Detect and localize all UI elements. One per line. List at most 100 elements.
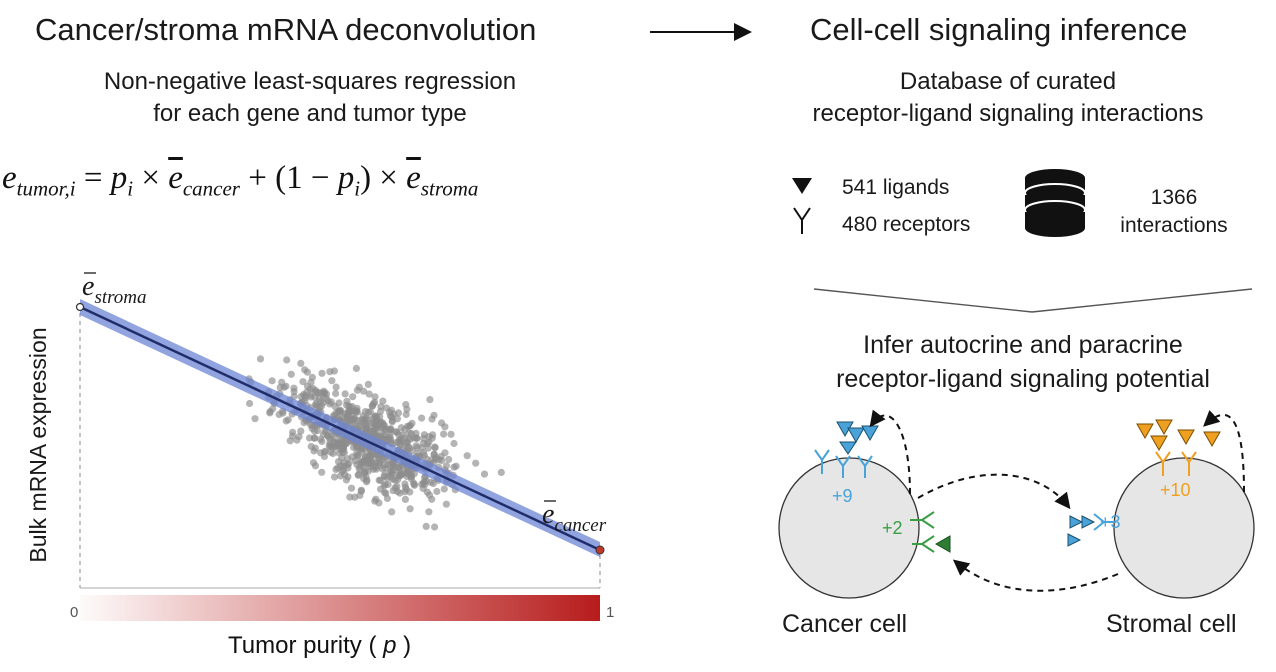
infer-line-2: receptor-ligand signaling potential <box>836 365 1210 393</box>
scatter-point <box>355 383 363 391</box>
ligand-count: 541 ligands <box>842 176 950 199</box>
cancer-label: ecancer <box>542 499 607 536</box>
scatter-point <box>311 434 319 442</box>
scatter-point <box>366 458 374 466</box>
scatter-point <box>447 430 455 438</box>
scatter-point <box>425 433 433 441</box>
scatter-point <box>425 508 433 516</box>
cancer-blue-receptors <box>814 449 873 478</box>
cancer-autocrine-count: +9 <box>832 486 853 506</box>
scatter-point <box>344 473 352 481</box>
scatter-point <box>383 474 391 482</box>
left-panel-title: Cancer/stroma mRNA deconvolution <box>35 12 537 47</box>
scatter-point <box>357 487 365 495</box>
cancer-paracrine-count: +2 <box>882 518 903 538</box>
scatter-point <box>346 493 354 501</box>
infer-heading: Infer autocrine and paracrine receptor-l… <box>770 328 1276 396</box>
scatter-point <box>371 393 379 401</box>
scatter-point <box>365 390 373 398</box>
cancer-green-receptors <box>910 511 935 553</box>
cancer-to-stroma-arrow <box>917 473 1071 510</box>
scatter-point <box>413 444 421 452</box>
right-subtitle-line-1: Database of curated <box>899 68 1117 95</box>
scatter-point <box>366 420 374 428</box>
scatter-point <box>318 402 326 410</box>
scatter-point <box>441 423 449 431</box>
scatter-point <box>251 415 259 423</box>
cancer-autocrine-arrow <box>869 409 911 495</box>
scatter-point <box>375 453 383 461</box>
scatter-point <box>246 399 254 408</box>
scatter-point <box>373 413 381 421</box>
scatter-point <box>330 473 339 481</box>
scatter-point <box>341 390 349 398</box>
x-max-label: 1 <box>606 604 614 621</box>
scatter-point <box>322 394 330 402</box>
scatter-point <box>440 430 448 438</box>
scatter-point <box>420 434 428 442</box>
scatter-point <box>308 373 316 381</box>
scatter-point <box>401 425 409 434</box>
scatter-point <box>359 462 367 471</box>
scatter-point <box>433 487 441 496</box>
scatter-point <box>347 484 356 492</box>
scatter-point <box>426 396 434 404</box>
scatter-point <box>384 461 392 469</box>
scatter-point <box>328 377 336 385</box>
scatter-point <box>398 431 407 439</box>
scatter-point <box>380 482 388 490</box>
cancer-cell-label: Cancer cell <box>782 610 908 638</box>
interactions-count: 1366 <box>1150 186 1198 209</box>
scatter-point <box>303 382 312 390</box>
scatter-point <box>442 500 450 508</box>
scatter-point <box>307 393 315 401</box>
purity-scatter-plot: 0 1 Bulk mRNA expression estroma ecancer <box>25 271 614 621</box>
scatter-point <box>321 448 329 456</box>
stromal-blue-ligands <box>1067 515 1096 547</box>
scatter-point <box>428 415 436 423</box>
cancer-endpoint <box>595 545 605 555</box>
receptor-y-icon <box>793 207 811 234</box>
scatter-point <box>375 499 383 507</box>
x-axis-label: Tumor purity ( p ) <box>228 632 412 659</box>
scatter-point <box>497 468 505 476</box>
scatter-point <box>334 439 342 447</box>
stromal-paracrine-count: +3 <box>1100 512 1121 532</box>
stromal-autocrine-arrow <box>1203 409 1245 493</box>
interactions-block: 1366 interactions <box>1104 184 1244 240</box>
stromal-orange-receptors <box>1155 451 1197 476</box>
scatter-point <box>377 476 385 484</box>
scatter-point <box>431 523 439 531</box>
scatter-point <box>407 429 415 438</box>
scatter-point <box>422 522 430 530</box>
scatter-point <box>318 369 326 377</box>
left-subtitle-line-2: for each gene and tumor type <box>153 100 467 127</box>
scatter-point <box>366 453 374 461</box>
scatter-point <box>349 393 357 401</box>
scatter-point <box>318 468 326 476</box>
scatter-point <box>308 424 316 433</box>
scatter-point <box>392 439 400 447</box>
scatter-point <box>463 452 471 460</box>
scatter-point <box>379 465 387 473</box>
scatter-point <box>376 407 385 415</box>
scatter-point <box>353 404 361 412</box>
infer-line-1: Infer autocrine and paracrine <box>863 331 1183 359</box>
scatter-point <box>420 478 428 486</box>
scatter-point <box>299 378 307 386</box>
y-axis-label: Bulk mRNA expression <box>25 327 51 562</box>
stromal-blue-receptors <box>1093 513 1116 531</box>
scatter-point <box>311 444 319 452</box>
scatter-point <box>388 508 396 516</box>
purity-gradient-bar <box>80 595 600 621</box>
scatter-point <box>317 389 325 397</box>
scatter-point <box>402 401 410 409</box>
database-icon <box>1024 169 1086 237</box>
scatter-point <box>303 368 311 376</box>
signaling-arrows <box>869 409 1245 592</box>
cancer-blue-ligands <box>836 421 879 455</box>
stromal-cell-label: Stromal cell <box>1106 610 1237 638</box>
scatter-point <box>344 455 352 463</box>
scatter-point <box>332 383 340 391</box>
scatter-point <box>389 463 397 471</box>
